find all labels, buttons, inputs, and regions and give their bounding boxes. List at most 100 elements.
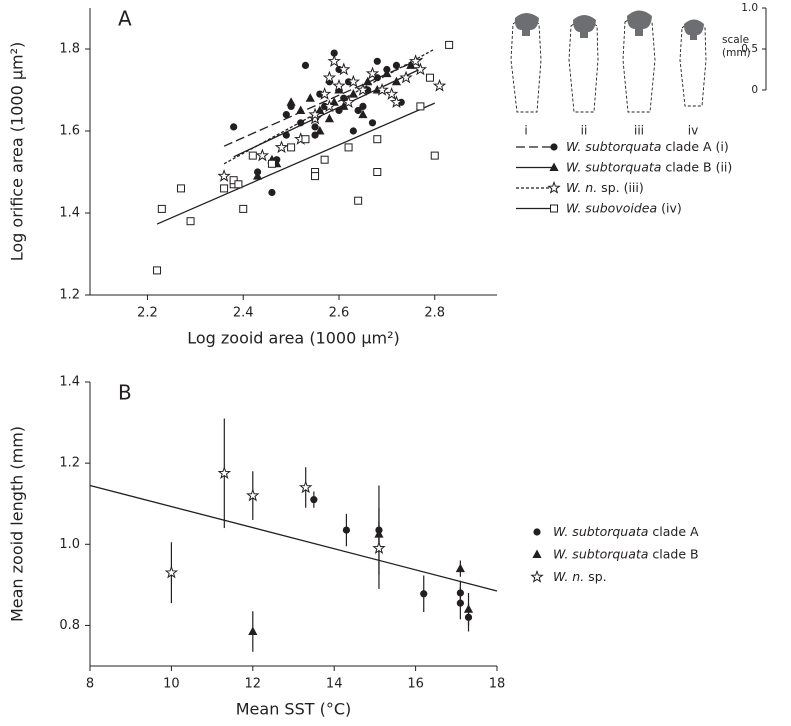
point: [382, 68, 392, 78]
y-tick-label: 1.4: [59, 375, 80, 390]
legend-label: W. subtorquata clade B: [553, 546, 699, 561]
legend-label: W. subovoidea (iv): [566, 200, 682, 215]
legend-marker: [532, 549, 542, 558]
y-tick-label: 1.2: [59, 288, 80, 303]
point: [354, 196, 363, 205]
point: [365, 66, 380, 80]
point: [363, 76, 373, 86]
point: [298, 480, 313, 494]
x-axis-label: Log zooid area (1000 μm²): [187, 329, 400, 348]
y-tick-label: 0.8: [59, 618, 80, 633]
point: [329, 97, 339, 106]
x-tick-label: 2.4: [233, 306, 254, 321]
y-tick-label: 1.4: [59, 206, 80, 221]
point: [368, 119, 377, 127]
legend-marker: [550, 204, 558, 213]
point: [239, 204, 248, 213]
point: [445, 40, 454, 49]
point: [320, 155, 329, 164]
point: [359, 102, 367, 110]
point: [389, 95, 404, 109]
point: [176, 184, 185, 193]
point: [301, 61, 310, 69]
x-tick-label: 8: [86, 677, 94, 692]
legend-label: W. subtorquata clade A: [553, 524, 699, 539]
point: [463, 604, 474, 613]
point: [296, 105, 306, 114]
x-tick-label: 12: [245, 677, 262, 692]
y-tick-label: 1.0: [59, 537, 80, 552]
point: [373, 168, 382, 176]
legend-marker: [550, 143, 558, 151]
zooid-icons: [510, 16, 707, 113]
point: [267, 159, 276, 168]
point: [322, 99, 337, 113]
point: [248, 626, 258, 636]
orifice: [684, 19, 704, 40]
point: [252, 171, 263, 180]
point: [220, 184, 229, 193]
point: [354, 106, 362, 115]
point: [315, 126, 325, 135]
legend-label: W. n. sp.: [553, 569, 607, 584]
point: [334, 85, 344, 94]
orifice-blobs: [514, 10, 704, 40]
x-tick-label: 10: [163, 677, 180, 692]
point: [246, 488, 260, 502]
point: [375, 82, 389, 96]
zooid-label: iii: [634, 124, 644, 138]
point: [217, 169, 231, 182]
point: [342, 526, 351, 534]
point: [399, 70, 413, 84]
x-tick-label: 2.2: [137, 306, 158, 321]
zooid-label: i: [524, 124, 527, 138]
scale-unit: (mm): [722, 47, 751, 59]
point: [229, 176, 238, 185]
point: [315, 105, 325, 114]
point: [339, 101, 349, 110]
point: [408, 54, 423, 68]
scale-title: scale: [722, 34, 749, 46]
legend-marker: [530, 569, 544, 583]
point: [344, 143, 353, 152]
point: [310, 496, 318, 504]
point: [356, 82, 370, 96]
point: [413, 62, 428, 76]
x-tick-label: 2.8: [424, 306, 445, 321]
point: [416, 102, 425, 111]
point: [248, 151, 257, 160]
point: [455, 563, 465, 573]
y-tick-label: 1.8: [59, 42, 80, 57]
point: [324, 113, 335, 123]
point: [346, 74, 361, 88]
point: [230, 123, 238, 131]
x-tick-label: 18: [489, 677, 506, 692]
y-axis-label: Log orifice area (1000 μm²): [8, 42, 27, 262]
point: [317, 87, 332, 100]
point: [341, 95, 356, 109]
point: [349, 127, 357, 135]
point: [268, 188, 276, 197]
fit-line: [89, 484, 498, 592]
y-tick-label: 1.6: [59, 124, 80, 139]
point: [287, 143, 296, 152]
legend-label: W. n. sp. (iii): [566, 180, 644, 195]
point: [330, 49, 338, 57]
panel-label: A: [118, 7, 132, 31]
point: [286, 97, 296, 106]
point: [301, 135, 310, 144]
panel-label: B: [118, 381, 132, 405]
point: [420, 590, 428, 598]
y-tick-label: 1.2: [59, 456, 80, 471]
orifice: [627, 10, 652, 36]
x-tick-label: 16: [407, 677, 424, 692]
point: [392, 61, 401, 69]
point: [234, 180, 243, 189]
zooid-label: ii: [581, 124, 588, 138]
point: [308, 107, 322, 121]
point: [217, 466, 232, 480]
y-axis-label: Mean zooid length (mm): [8, 426, 27, 622]
point: [274, 140, 289, 154]
x-axis-label: Mean SST (°C): [236, 700, 352, 719]
